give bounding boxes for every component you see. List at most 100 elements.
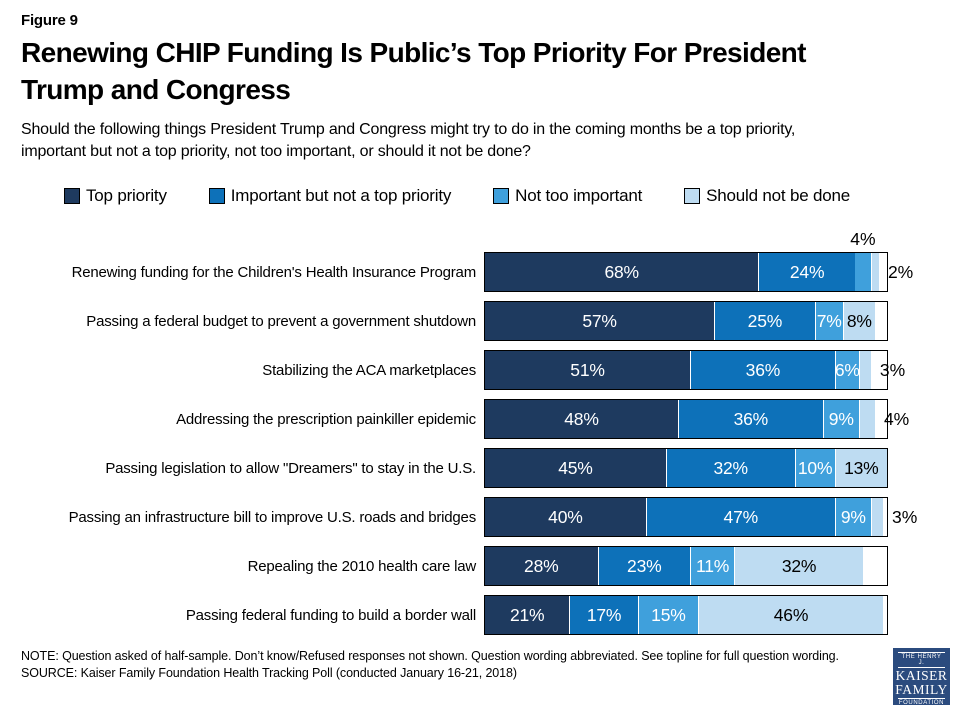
- segment-value-label: 9%: [828, 408, 854, 429]
- bar-segment-2: 11%: [690, 547, 735, 585]
- segment-value-label: 47%: [723, 506, 759, 527]
- chart-row: Passing legislation to allow "Dreamers" …: [21, 448, 960, 488]
- chart-row: Addressing the prescription painkiller e…: [21, 399, 960, 439]
- segment-value-label: 48%: [564, 408, 599, 429]
- legend-item-0: Top priority: [64, 186, 167, 206]
- bar-segment-1: 23%: [597, 547, 690, 585]
- bar-segment-3: [870, 253, 879, 291]
- row-label: Passing federal funding to build a borde…: [185, 606, 476, 624]
- bar-segment-3: 46%: [698, 596, 883, 634]
- note-text: NOTE: Question asked of half-sample. Don…: [21, 649, 839, 663]
- kff-logo: THE HENRY J. KAISER FAMILY FOUNDATION: [893, 648, 950, 706]
- page-title: Renewing CHIP Funding Is Public’s Top Pr…: [21, 37, 807, 105]
- bar-segment-3: 32%: [734, 547, 863, 585]
- bar-segment-1: 17%: [569, 596, 638, 634]
- segment-value-label: 24%: [789, 261, 825, 282]
- bar-segment-1: 36%: [677, 400, 823, 438]
- legend-item-label: Not too important: [515, 186, 643, 205]
- legend-swatch-icon: [208, 188, 225, 204]
- segment-value-label: 25%: [747, 310, 783, 331]
- chart-row: Passing an infrastructure bill to improv…: [21, 497, 960, 537]
- segment-value-label: 7%: [816, 310, 842, 331]
- row-label: Repealing the 2010 health care law: [247, 557, 477, 575]
- chart-row: Repealing the 2010 health care law 28% 23%…: [21, 546, 960, 586]
- legend-swatch-icon: [64, 188, 80, 204]
- legend-item-1: Important but not a top priority: [208, 186, 452, 206]
- segment-value-label: 68%: [604, 261, 639, 282]
- question-subtitle: Should the following things President Tr…: [21, 121, 796, 160]
- row-label: Passing an infrastructure bill to improv…: [68, 508, 477, 526]
- legend-item-2: Not too important: [493, 186, 642, 206]
- bar-segment-0: 57%: [485, 302, 715, 340]
- segment-value-outside-label: 2%: [887, 261, 914, 282]
- bar-segment-2: 7%: [814, 302, 843, 340]
- logo-line-foundation: FOUNDATION: [898, 698, 945, 706]
- segment-value-label: 32%: [713, 457, 748, 478]
- footer: NOTE: Question asked of half-sample. Don…: [0, 648, 960, 706]
- bar-track: 51% 36% 6% 3%: [484, 350, 905, 390]
- bar-segment-3: [858, 351, 871, 389]
- segment-value-label: 28%: [524, 555, 559, 576]
- bar-segment-1: 36%: [690, 351, 835, 389]
- bar-segment-2: 6%: [834, 351, 860, 389]
- segment-value-outside-label: 3%: [879, 359, 906, 380]
- bar-segment-2: [854, 253, 871, 291]
- legend: Top priority Important but not a top prio…: [64, 186, 960, 206]
- segment-value-label: 17%: [586, 604, 622, 625]
- logo-line-kaiser: KAISER: [895, 668, 948, 683]
- segment-value-label: 45%: [558, 457, 593, 478]
- bar-segment-3: 8%: [842, 302, 875, 340]
- logo-line-family: FAMILY: [895, 682, 948, 697]
- legend-swatch-icon: [684, 188, 701, 204]
- bar-segment-2: 9%: [834, 498, 871, 536]
- segment-value-label: 6%: [834, 359, 860, 380]
- bar-segment-0: 48%: [485, 400, 678, 438]
- segment-value-label: 40%: [548, 506, 583, 527]
- row-label: Stabilizing the ACA marketplaces: [262, 361, 476, 379]
- row-label: Renewing funding for the Children's Heal…: [71, 263, 477, 281]
- source-text: SOURCE: Kaiser Family Foundation Health …: [21, 666, 517, 680]
- bar-segment-1: 24%: [758, 253, 855, 291]
- segment-value-label: 8%: [846, 310, 872, 331]
- bar-segment-0: 51%: [485, 351, 691, 389]
- bar-track: 45% 32% 10% 13%: [484, 448, 888, 488]
- segment-value-label: 36%: [745, 359, 781, 380]
- bar-track: 21% 17% 15% 46%: [484, 595, 888, 635]
- bar-track: 68% 24% 4% 2%: [484, 229, 913, 292]
- legend-item-label: Important but not a top priority: [230, 186, 452, 205]
- bar-track: 57% 25% 7% 8%: [484, 301, 888, 341]
- segment-value-label: 36%: [733, 408, 769, 429]
- segment-value-label: 10%: [797, 457, 833, 478]
- row-label: Passing legislation to allow "Dreamers" …: [105, 459, 476, 477]
- bar-track: 40% 47% 9% 3%: [484, 497, 917, 537]
- row-label: Passing a federal budget to prevent a go…: [86, 312, 476, 330]
- bar-segment-2: 10%: [794, 449, 835, 487]
- segment-value-label: 13%: [844, 457, 879, 478]
- bar-segment-0: 68%: [485, 253, 759, 291]
- segment-value-label: 57%: [582, 310, 617, 331]
- chart-row: Passing a federal budget to prevent a go…: [21, 301, 960, 341]
- bar-segment-2: 9%: [822, 400, 859, 438]
- chart-row: Renewing funding for the Children's Heal…: [21, 229, 960, 292]
- chart: Renewing funding for the Children's Heal…: [0, 229, 960, 635]
- bar-segment-1: 25%: [714, 302, 815, 340]
- segment-value-callout: 4%: [850, 229, 876, 249]
- bar-segment-0: 40%: [485, 498, 646, 536]
- bar-segment-0: 45%: [485, 449, 666, 487]
- segment-value-label: 51%: [570, 359, 605, 380]
- segment-value-label: 15%: [651, 604, 686, 625]
- figure-label: Figure 9: [21, 12, 78, 29]
- segment-value-label: 21%: [509, 604, 545, 625]
- segment-value-outside-label: 3%: [891, 506, 918, 527]
- legend-swatch-icon: [493, 188, 510, 204]
- footnotes: NOTE: Question asked of half-sample. Don…: [21, 648, 879, 681]
- segment-value-outside-label: 4%: [883, 408, 910, 429]
- logo-line-henry: THE HENRY J.: [898, 652, 945, 668]
- legend-item-label: Top priority: [86, 186, 167, 205]
- chart-row: Stabilizing the ACA marketplaces 51% 36% 6%…: [21, 350, 960, 390]
- segment-value-label: 11%: [696, 555, 730, 576]
- segment-value-label: 23%: [627, 555, 662, 576]
- segment-value-label: 9%: [840, 506, 866, 527]
- bar-track: 28% 23% 11% 32%: [484, 546, 888, 586]
- bar-track: 48% 36% 9% 4%: [484, 399, 909, 439]
